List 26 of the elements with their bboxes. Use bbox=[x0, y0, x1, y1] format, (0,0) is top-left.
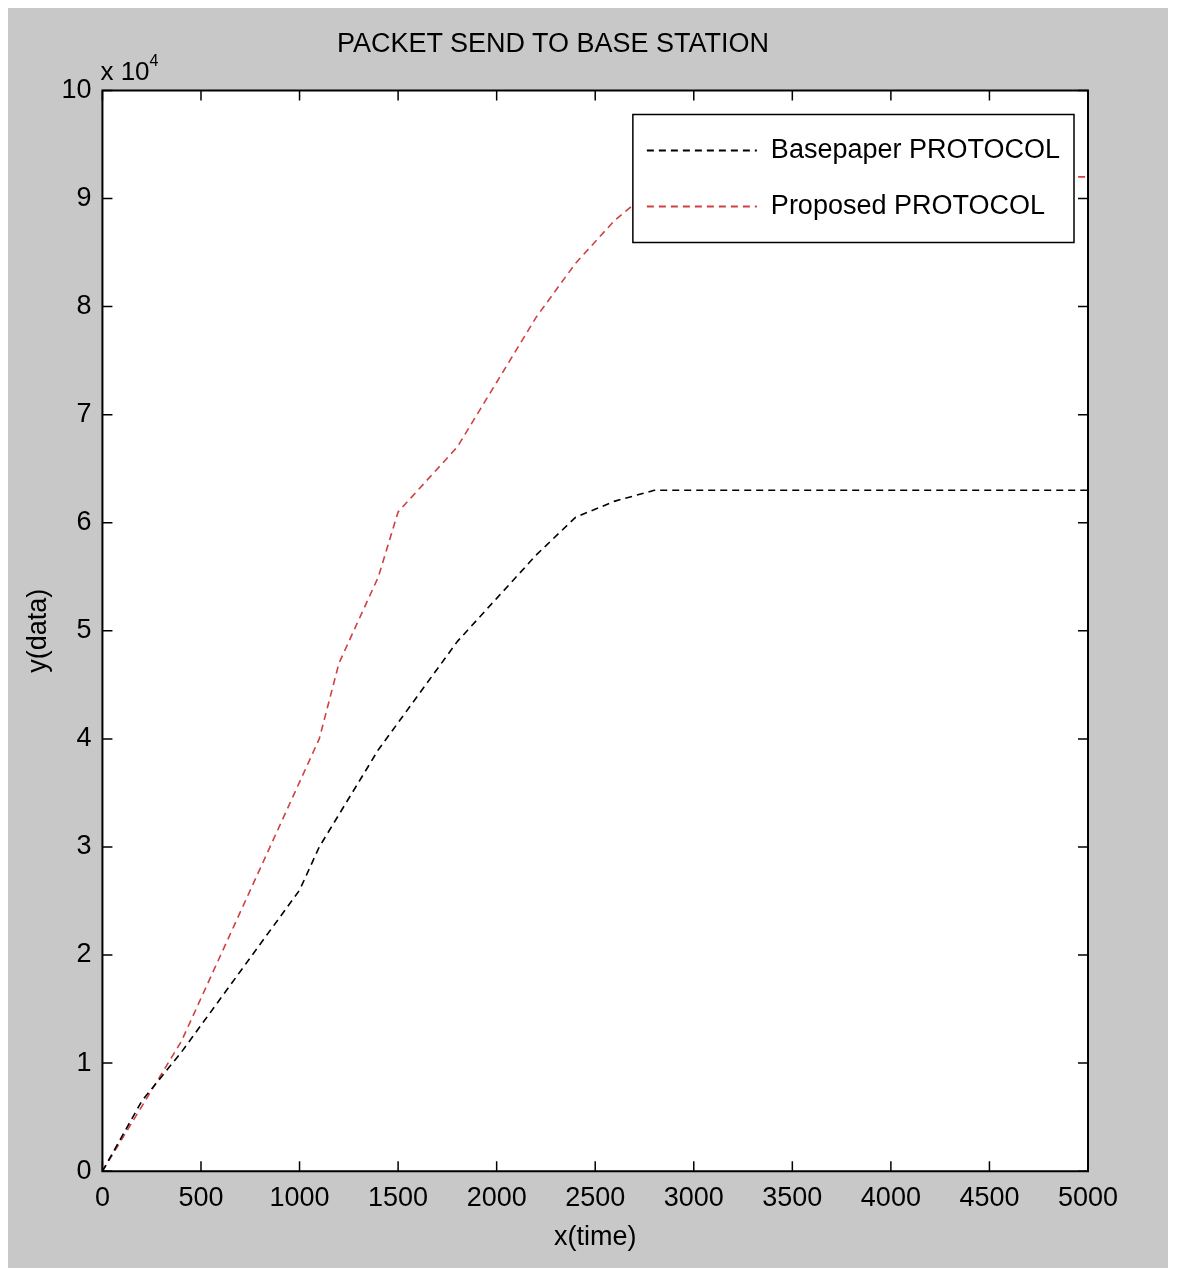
y-tick-label: 3 bbox=[76, 830, 92, 861]
y-tick-label: 8 bbox=[76, 290, 92, 321]
legend-label: Basepaper PROTOCOL bbox=[770, 133, 1061, 164]
chart-title: PACKET SEND TO BASE STATION bbox=[336, 27, 770, 58]
x-tick-label: 4000 bbox=[860, 1181, 921, 1212]
x-tick-label: 1000 bbox=[269, 1181, 330, 1212]
y-tick-label: 9 bbox=[76, 181, 92, 212]
y-tick-label: 4 bbox=[76, 722, 92, 753]
x-tick-label: 2000 bbox=[466, 1181, 527, 1212]
y-tick-label: 0 bbox=[76, 1154, 92, 1185]
x-tick-label: 5000 bbox=[1057, 1181, 1119, 1212]
x-tick-label: 1500 bbox=[368, 1181, 429, 1212]
y-tick-label: 7 bbox=[76, 398, 92, 429]
x-tick-label: 500 bbox=[178, 1181, 224, 1212]
x-tick-label: 3500 bbox=[762, 1181, 823, 1212]
y-tick-label: 2 bbox=[76, 938, 92, 969]
x-tick-label: 4500 bbox=[959, 1181, 1020, 1212]
x-tick-label: 3000 bbox=[663, 1181, 724, 1212]
y-tick-label: 5 bbox=[76, 614, 92, 645]
y-axis-title: y(data) bbox=[21, 588, 52, 673]
y-tick-label: 6 bbox=[76, 506, 92, 537]
y-tick-label: 10 bbox=[61, 73, 92, 104]
legend-label: Proposed PROTOCOL bbox=[770, 189, 1045, 220]
x-tick-label: 2500 bbox=[565, 1181, 626, 1212]
y-tick-label: 1 bbox=[76, 1046, 92, 1077]
x-axis-title: x(time) bbox=[553, 1221, 637, 1252]
